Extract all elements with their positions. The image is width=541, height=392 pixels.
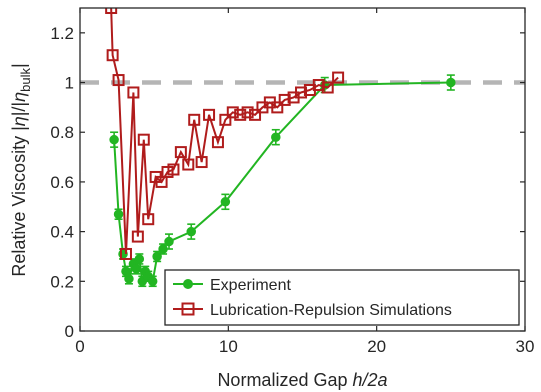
data-point-simulation (271, 101, 284, 114)
data-point-simulation (105, 8, 118, 14)
data-point-simulation (332, 71, 345, 84)
data-point-simulation (131, 230, 144, 243)
data-point-simulation (182, 158, 195, 171)
data-point-simulation (188, 113, 201, 126)
data-point-simulation (278, 93, 291, 106)
legend-box (164, 269, 520, 326)
data-point-simulation (295, 86, 308, 99)
data-point-simulation (312, 79, 325, 92)
x-tick-label: 20 (367, 337, 386, 356)
x-axis-label: Normalized Gap h/2a (217, 370, 387, 390)
data-point-simulation (127, 86, 140, 99)
data-point-experiment (164, 236, 174, 247)
x-tick-label: 10 (219, 337, 238, 356)
data-point-simulation (241, 106, 254, 119)
data-point-simulation (203, 108, 216, 121)
data-point-simulation (167, 163, 180, 176)
data-point-simulation (321, 81, 334, 94)
data-point-simulation (211, 136, 224, 149)
data-point-simulation (142, 213, 155, 226)
legend-label-experiment: Experiment (210, 277, 291, 294)
data-point-experiment (147, 276, 158, 287)
y-tick-label: 0.4 (50, 223, 74, 242)
y-tick-label: 1 (65, 74, 74, 93)
y-tick-label: 0.6 (50, 173, 74, 192)
data-point-simulation (226, 106, 239, 119)
data-point-simulation (174, 146, 187, 159)
data-point-experiment (109, 134, 119, 145)
data-point-simulation (106, 49, 119, 62)
legend-label-simulation: Lubrication-Repulsion Simulations (210, 302, 452, 319)
data-point-experiment (134, 254, 145, 264)
data-point-experiment (186, 226, 196, 237)
data-point-simulation (234, 108, 247, 121)
y-tick-label: 0.8 (50, 123, 74, 142)
y-axis-label: Relative Viscosity |η|/|ηbulk| (9, 63, 33, 276)
data-point-experiment (271, 132, 281, 142)
data-point-simulation (119, 247, 132, 260)
y-tick-label: 0.2 (50, 272, 74, 291)
data-point-simulation (249, 108, 262, 121)
data-point-experiment (446, 77, 456, 88)
y-tick-label: 1.2 (50, 24, 74, 43)
x-tick-label: 0 (75, 337, 84, 356)
data-point-experiment (131, 264, 142, 274)
data-point-experiment (220, 197, 231, 207)
data-point-experiment (113, 209, 124, 219)
legend-marker-simulation (181, 302, 195, 316)
data-point-simulation (137, 133, 150, 146)
data-point-experiment (124, 274, 134, 284)
data-point-simulation (219, 113, 232, 126)
plot-frame (79, 7, 526, 332)
legend: Experiment Lubrication-Repulsion Simulat… (164, 269, 520, 326)
x-tick-label: 30 (516, 337, 535, 356)
data-point-simulation (112, 74, 125, 87)
data-point-simulation (195, 156, 208, 169)
y-tick-label: 0 (65, 322, 74, 341)
legend-marker-experiment (183, 279, 193, 289)
